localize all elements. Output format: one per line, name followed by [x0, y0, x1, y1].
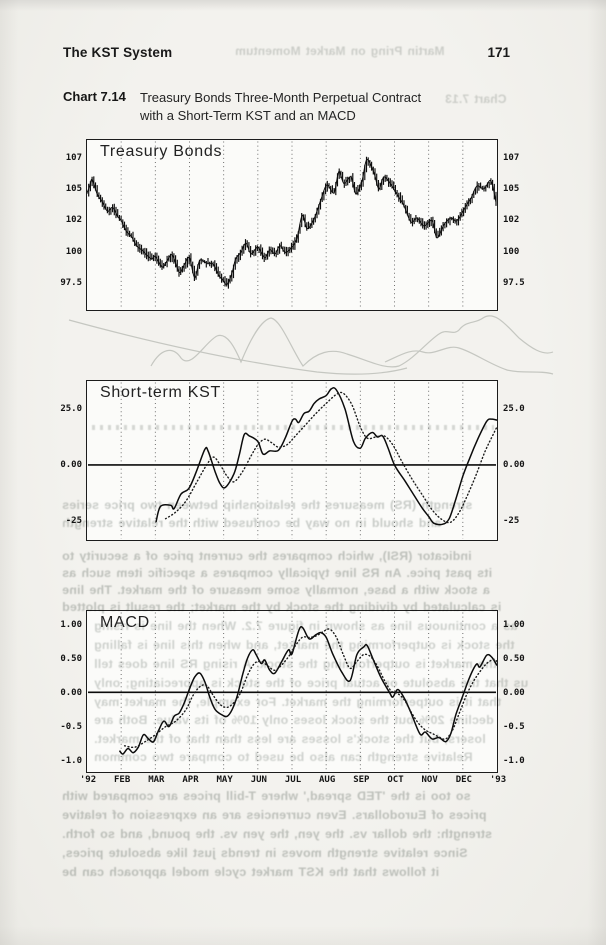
bleedthrough-text: so too is the 'TED spread,' where T-bill…: [62, 789, 471, 803]
y-tick-label-short-term-kst: -25: [503, 516, 520, 527]
y-tick-label-macd: -1.0: [60, 756, 82, 767]
series-price-high-low-bars: [87, 156, 497, 289]
x-tick-label-month: NOV: [421, 775, 438, 785]
y-tick-label-macd: -0.5: [60, 722, 82, 733]
series-kst: [155, 387, 497, 526]
y-tick-label-macd: 0.50: [60, 653, 82, 664]
chart-box-short-term-kst: Short-term KST: [86, 380, 498, 541]
chart-plot-macd: [88, 612, 497, 771]
x-tick-label-month: OCT: [387, 775, 404, 785]
y-tick-label-macd: -0.5: [503, 722, 525, 733]
y-tick-label-treasury-bonds: 102: [503, 215, 520, 226]
x-tick-label-month: JUL: [284, 775, 302, 785]
bleedthrough-text: it follows that the KST market cycle mod…: [62, 865, 440, 879]
chart-box-macd: MACD: [86, 610, 498, 773]
series-kst-signal: [164, 391, 497, 524]
bleedthrough-text: Martin Pring on Market Momentum: [235, 44, 445, 58]
x-tick-label-month: MAR: [148, 775, 165, 785]
x-tick-label-month: APR: [182, 775, 199, 785]
bleedthrough-text: its past price. An RS line typically com…: [62, 566, 493, 580]
y-tick-label-treasury-bonds: 97.5: [60, 278, 82, 289]
chart-title-short-term-kst: Short-term KST: [100, 384, 221, 401]
bleedthrough-text: Chart 7.13: [445, 92, 507, 106]
series-macd: [118, 626, 497, 755]
y-tick-label-macd: 0.00: [60, 687, 82, 698]
chart-plot-treasury-bonds: [87, 141, 497, 309]
y-tick-label-treasury-bonds: 105: [503, 183, 520, 194]
bleedthrough-text: Since relative strength moves in trends …: [62, 846, 468, 860]
series-macd-signal: [123, 628, 497, 749]
chart-box-treasury-bonds: Treasury Bonds: [86, 139, 498, 311]
page-number: 171: [487, 45, 510, 60]
x-tick-label-month: FEB: [114, 775, 131, 785]
chart-title-macd: MACD: [100, 614, 150, 631]
y-tick-label-short-term-kst: 0.00: [503, 460, 525, 471]
bleedthrough-text: strength: the dollar vs. the yen, the ye…: [62, 827, 493, 841]
scan-edge-band: [0, 0, 606, 11]
x-tick-label-month: JUN: [250, 775, 267, 785]
bleedthrough-chart-curves: [68, 315, 554, 375]
y-tick-label-treasury-bonds: 107: [65, 152, 82, 163]
y-tick-label-macd: 1.00: [503, 619, 525, 630]
y-tick-label-treasury-bonds: 105: [65, 183, 82, 194]
y-tick-label-treasury-bonds: 102: [65, 215, 82, 226]
y-tick-label-treasury-bonds: 100: [503, 247, 520, 258]
chart-plot-short-term-kst: [88, 382, 497, 539]
chart-caption-line2: with a Short-Term KST and an MACD: [140, 108, 356, 123]
y-tick-label-macd: 0.00: [503, 687, 525, 698]
x-tick-label-month: MAY: [216, 775, 233, 785]
y-tick-label-macd: 1.00: [60, 619, 82, 630]
y-tick-label-short-term-kst: 25.0: [60, 404, 82, 415]
chart-caption-label: Chart 7.14: [63, 89, 126, 104]
bleedthrough-text: a stock with a base, normally some measu…: [62, 583, 490, 597]
chart-title-treasury-bonds: Treasury Bonds: [100, 143, 223, 160]
x-tick-label-month: '92: [79, 775, 97, 785]
chart-caption: Treasury Bonds Three-Month Perpetual Con…: [140, 89, 421, 125]
y-tick-label-short-term-kst: -25: [65, 516, 82, 527]
y-tick-label-short-term-kst: 0.00: [60, 460, 82, 471]
y-tick-label-treasury-bonds: 100: [65, 247, 82, 258]
x-tick-label-month: SEP: [353, 775, 370, 785]
bleedthrough-text: indicator (RSI), which compares the curr…: [62, 549, 472, 563]
series-price-high-low-bars-line: [87, 159, 497, 285]
y-tick-label-short-term-kst: 25.0: [503, 404, 525, 415]
x-tick-label-month: DEC: [455, 775, 472, 785]
x-tick-label-month: AUG: [319, 775, 336, 785]
running-header: The KST System: [63, 45, 173, 60]
chart-caption-line1: Treasury Bonds Three-Month Perpetual Con…: [140, 90, 422, 105]
bleedthrough-text: prices of Eurodollars. Even currencies a…: [62, 808, 487, 822]
y-tick-label-macd: 0.50: [503, 653, 525, 664]
y-tick-label-treasury-bonds: 107: [503, 152, 520, 163]
x-tick-label-month: '93: [489, 775, 507, 785]
y-tick-label-macd: -1.0: [503, 756, 525, 767]
y-tick-label-treasury-bonds: 97.5: [503, 278, 525, 289]
